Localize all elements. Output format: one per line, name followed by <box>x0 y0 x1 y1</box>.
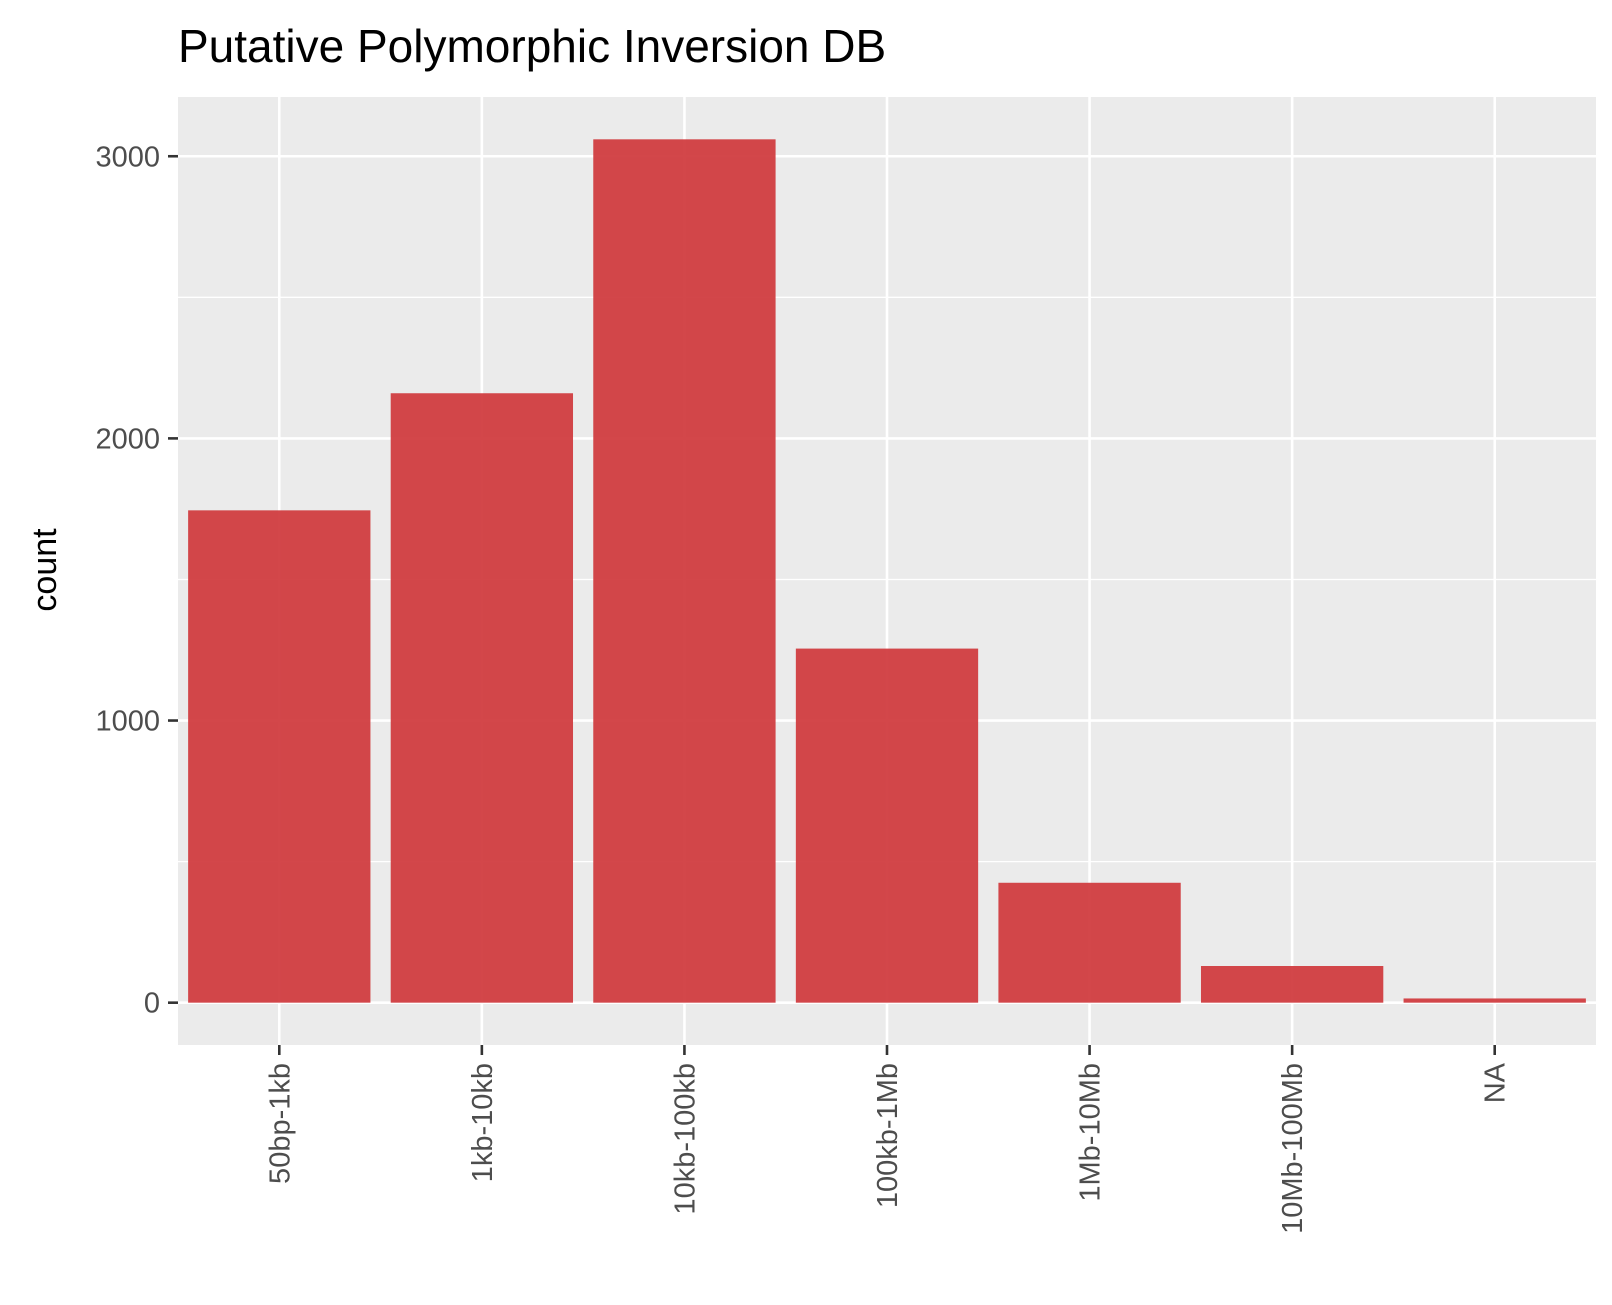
bar-1mb-10mb <box>998 882 1181 1003</box>
chart-title: Putative Polymorphic Inversion DB <box>178 20 886 72</box>
y-axis: 0 1000 2000 3000 <box>95 141 178 1020</box>
bar-10mb-100mb <box>1200 966 1384 1003</box>
bar-na <box>1403 998 1586 1003</box>
y-tick-label: 3000 <box>95 141 160 173</box>
y-tick-label: 1000 <box>95 706 160 738</box>
x-tick-label: 10kb-100kb <box>669 1063 701 1215</box>
x-tick-label: NA <box>1480 1062 1512 1103</box>
y-tick-label: 0 <box>144 988 160 1020</box>
bar-10kb-100kb <box>593 139 776 1003</box>
x-tick-label: 50bp-1kb <box>264 1063 296 1184</box>
x-tick-label: 100kb-1Mb <box>872 1063 904 1208</box>
y-tick-label: 2000 <box>95 423 160 455</box>
bar-50bp-1kb <box>188 510 371 1003</box>
x-tick-label: 1kb-10kb <box>467 1063 499 1182</box>
x-tick-label: 1Mb-10Mb <box>1075 1063 1107 1202</box>
bar-100kb-1mb <box>795 648 979 1003</box>
y-axis-title: count <box>26 528 64 612</box>
x-tick-label: 10Mb-100Mb <box>1277 1063 1309 1234</box>
bars <box>188 139 1586 1003</box>
x-axis: 50bp-1kb 1kb-10kb 10kb-100kb 100kb-1Mb 1Mb-1… <box>264 1045 1512 1234</box>
bar-1kb-10kb <box>390 393 574 1003</box>
